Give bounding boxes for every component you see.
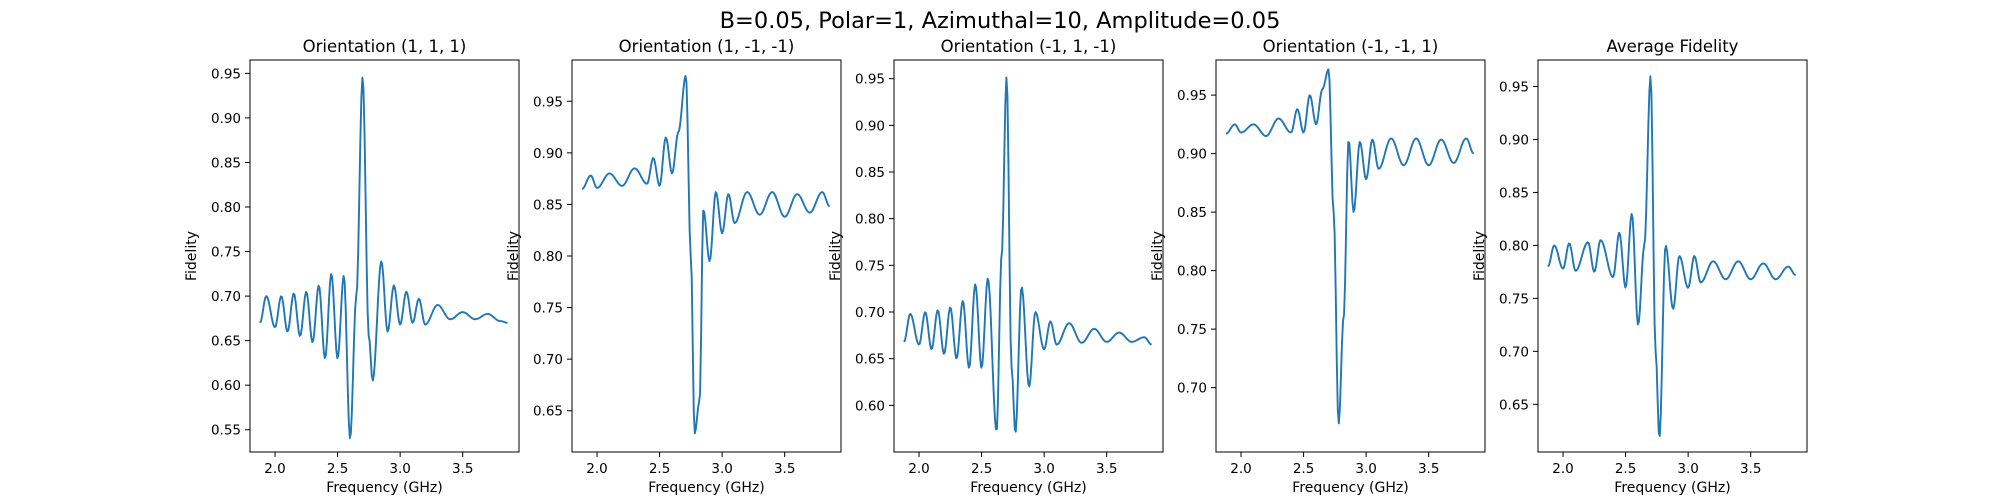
x-axis-label: Frequency (GHz) — [1292, 480, 1408, 496]
plot-frame — [249, 59, 520, 453]
x-tick-label: 2.0 — [586, 461, 607, 477]
y-axis-label: Fidelity — [1150, 231, 1166, 281]
y-axis-label: Fidelity — [1472, 231, 1488, 281]
x-axis-label: Frequency (GHz) — [1614, 480, 1730, 496]
y-tick-label: 0.75 — [211, 245, 241, 261]
plot-frame — [1537, 59, 1808, 453]
x-tick-label: 3.0 — [1355, 461, 1376, 477]
series-line — [903, 76, 1152, 433]
y-tick-label: 0.85 — [1499, 185, 1529, 201]
x-tick-label: 3.0 — [1677, 461, 1698, 477]
plot-frame — [1215, 59, 1486, 453]
y-tick-label: 0.70 — [1177, 381, 1207, 397]
x-tick-label: 3.5 — [452, 461, 473, 477]
y-tick-label: 0.75 — [1177, 322, 1207, 338]
y-tick-label: 0.80 — [211, 200, 241, 216]
y-axis-label: Fidelity — [184, 231, 200, 281]
y-tick-label: 0.80 — [855, 212, 885, 228]
y-tick-label: 0.60 — [855, 398, 885, 414]
y-tick-label: 0.80 — [533, 249, 563, 265]
subplot-title: Orientation (-1, 1, -1) — [941, 37, 1117, 56]
x-tick-label: 3.5 — [1096, 461, 1117, 477]
y-tick-label: 0.70 — [211, 289, 241, 305]
y-tick-label: 0.85 — [211, 155, 241, 171]
subplot-5: Average Fidelity 2.0 2.5 3.0 3.5 0.65 0.70 0.75… — [1472, 37, 1808, 496]
x-tick-label: 3.0 — [389, 461, 410, 477]
y-tick-label: 0.65 — [1499, 397, 1529, 413]
y-tick-label: 0.65 — [855, 352, 885, 368]
y-tick-label: 0.95 — [211, 66, 241, 82]
x-tick-label: 3.0 — [711, 461, 732, 477]
series-line — [1225, 68, 1475, 425]
y-tick-label: 0.70 — [855, 305, 885, 321]
x-tick-label: 2.5 — [1293, 461, 1314, 477]
y-tick-label: 0.80 — [1177, 264, 1207, 280]
subplot-3: Orientation (-1, 1, -1) 2.0 2.5 3.0 3.5 0.60 0… — [828, 37, 1164, 496]
series-line — [1547, 75, 1797, 437]
y-tick-label: 0.85 — [1177, 205, 1207, 221]
x-tick-label: 2.5 — [1615, 461, 1636, 477]
x-tick-label: 3.5 — [1418, 461, 1439, 477]
plot-frame — [893, 59, 1164, 453]
y-tick-label: 0.90 — [533, 146, 563, 162]
subplot-1: Orientation (1, 1, 1) 2.0 2.5 3.0 3.5 0.55 0.6… — [184, 37, 520, 496]
x-tick-label: 2.0 — [1230, 461, 1251, 477]
series-line — [259, 76, 508, 440]
y-tick-label: 0.85 — [855, 165, 885, 181]
y-tick-label: 0.70 — [1499, 344, 1529, 360]
figure-suptitle: B=0.05, Polar=1, Azimuthal=10, Amplitude… — [720, 8, 1281, 34]
x-tick-label: 3.0 — [1033, 461, 1054, 477]
y-tick-label: 0.80 — [1499, 238, 1529, 254]
y-tick-label: 0.85 — [533, 197, 563, 213]
x-tick-label: 2.0 — [908, 461, 929, 477]
y-tick-label: 0.90 — [211, 111, 241, 127]
x-axis-label: Frequency (GHz) — [970, 480, 1086, 496]
x-tick-label: 2.5 — [649, 461, 670, 477]
x-axis-label: Frequency (GHz) — [326, 480, 442, 496]
subplot-title: Orientation (1, 1, 1) — [303, 37, 467, 56]
y-axis-label: Fidelity — [828, 231, 844, 281]
subplot-title: Orientation (-1, -1, 1) — [1263, 37, 1439, 56]
y-tick-label: 0.60 — [211, 378, 241, 394]
series-line — [581, 74, 831, 435]
y-axis-label: Fidelity — [506, 231, 522, 281]
y-tick-label: 0.70 — [533, 352, 563, 368]
y-tick-label: 0.75 — [1499, 291, 1529, 307]
y-tick-label: 0.95 — [855, 72, 885, 88]
y-tick-label: 0.90 — [1177, 147, 1207, 163]
y-tick-label: 0.95 — [1499, 79, 1529, 95]
y-tick-label: 0.95 — [1177, 88, 1207, 104]
subplot-title: Average Fidelity — [1607, 37, 1739, 56]
x-tick-label: 2.0 — [1552, 461, 1573, 477]
x-tick-label: 2.5 — [327, 461, 348, 477]
y-tick-label: 0.65 — [533, 404, 563, 420]
subplot-grid: Orientation (1, 1, 1) 2.0 2.5 3.0 3.5 0.55 0.6… — [184, 37, 1808, 496]
y-tick-label: 0.75 — [855, 258, 885, 274]
y-tick-label: 0.65 — [211, 334, 241, 350]
x-tick-label: 2.5 — [971, 461, 992, 477]
x-tick-label: 3.5 — [1740, 461, 1761, 477]
subplot-title: Orientation (1, -1, -1) — [619, 37, 795, 56]
x-axis-label: Frequency (GHz) — [648, 480, 764, 496]
y-tick-label: 0.90 — [1499, 132, 1529, 148]
x-tick-label: 3.5 — [774, 461, 795, 477]
y-tick-label: 0.75 — [533, 301, 563, 317]
x-tick-label: 2.0 — [264, 461, 285, 477]
subplot-4: Orientation (-1, -1, 1) 2.0 2.5 3.0 3.5 0.70 0… — [1150, 37, 1486, 496]
y-tick-label: 0.90 — [855, 118, 885, 134]
y-tick-label: 0.95 — [533, 94, 563, 110]
y-tick-label: 0.55 — [211, 423, 241, 439]
subplot-2: Orientation (1, -1, -1) 2.0 2.5 3.0 3.5 0.65 0… — [506, 37, 842, 496]
